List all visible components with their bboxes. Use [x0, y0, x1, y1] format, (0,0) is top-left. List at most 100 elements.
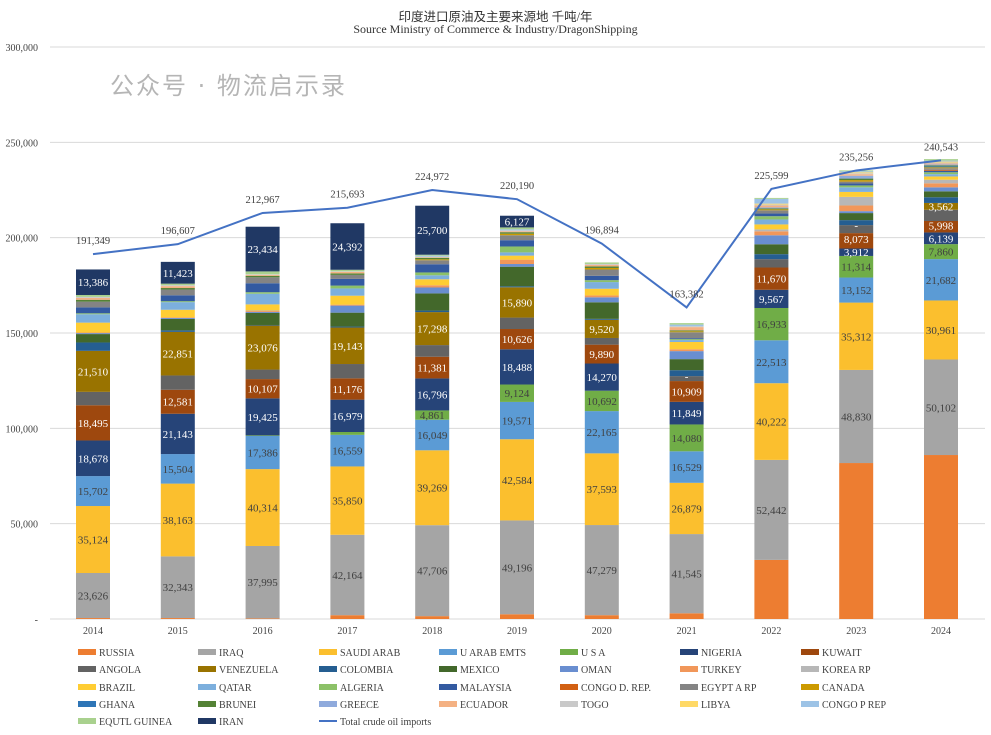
- x-tick-label: 2017: [337, 626, 357, 637]
- y-tick-label: 100,000: [6, 424, 39, 435]
- legend-swatch: [560, 701, 578, 707]
- bar-segment-ecuador: [754, 205, 789, 208]
- data-label: 25,700: [417, 225, 448, 237]
- bar-segment-nigeria: [415, 378, 450, 411]
- legend-label: IRAN: [219, 717, 243, 728]
- watermark: 公众号 · 物流启示录: [110, 72, 347, 100]
- bar-segment-u-arab-emts: [330, 434, 365, 467]
- data-label: 17,386: [247, 448, 278, 460]
- bar-segment-brunei: [76, 299, 110, 302]
- bar-segment-oman: [245, 312, 280, 313]
- bar-segment-colombia: [669, 370, 704, 377]
- data-label: 9,890: [589, 349, 614, 361]
- data-label: 13,152: [841, 285, 871, 297]
- bar-segment-u-arab-emts: [839, 277, 874, 303]
- line-data-label: 191,349: [76, 236, 110, 247]
- data-label: 23,076: [247, 343, 278, 355]
- bar-segment-oman: [160, 317, 195, 319]
- legend-swatch: [78, 649, 96, 655]
- data-label: 12,581: [163, 397, 193, 409]
- bar-segment-u-s-a: [754, 308, 789, 341]
- bar-segment-oman: [584, 297, 619, 303]
- bar-segment-turkey: [330, 304, 365, 306]
- bar-segment-u-arab-emts: [754, 340, 789, 384]
- bar-segment-brunei: [584, 266, 619, 268]
- line-data-label: 225,599: [754, 171, 788, 182]
- bar-segment-turkey: [245, 311, 280, 313]
- line-data-label: 196,607: [161, 226, 195, 237]
- bar-segment-oman: [500, 264, 534, 267]
- bar-segment-saudi-arab: [924, 300, 958, 360]
- bar-segment-u-arab-emts: [584, 411, 619, 454]
- legend-swatch: [680, 649, 698, 655]
- bar-segment-congo-p-rep: [500, 229, 534, 231]
- bar-segment-angola: [754, 259, 789, 268]
- data-label: 40,314: [247, 503, 278, 515]
- data-label: 22,513: [756, 357, 787, 369]
- legend-label: EGYPT A RP: [701, 683, 757, 694]
- data-label: 9,567: [759, 294, 784, 306]
- bar-segment-nigeria: [500, 349, 534, 385]
- bar-segment-qatar: [160, 302, 195, 310]
- bar-segment-malaysia: [330, 278, 365, 286]
- data-label: 35,124: [78, 535, 109, 547]
- bar-segment-equtl-guinea: [584, 262, 619, 264]
- data-label: 18,488: [502, 362, 533, 374]
- legend-label: BRUNEI: [219, 700, 256, 711]
- bar-segment-colombia: [500, 286, 534, 288]
- bar-segment-iraq: [754, 459, 789, 560]
- bar-segment-ecuador: [330, 271, 365, 274]
- bar-segment-oman: [330, 305, 365, 313]
- bar-segment-u-s-a: [330, 432, 365, 435]
- bar-segment-iraq: [584, 525, 619, 616]
- bar-segment-brunei: [669, 330, 704, 332]
- bar-segment-turkey: [839, 205, 874, 212]
- legend-swatch: [560, 684, 578, 690]
- bar-segment-oman: [76, 333, 110, 335]
- x-tick-label: 2018: [422, 626, 442, 637]
- data-label: 22,851: [163, 349, 193, 361]
- bar-segment-egypt-a-rp: [245, 277, 280, 284]
- bar-segment-saudi-arab: [160, 483, 195, 557]
- bar-segment-mexico: [76, 334, 110, 343]
- bar-segment-angola: [669, 376, 704, 382]
- legend-swatch: [198, 718, 216, 724]
- bar-segment-iraq: [669, 534, 704, 614]
- bar-segment-iraq: [839, 369, 874, 464]
- bar-segment-algeria: [669, 339, 704, 341]
- bar-segment-iraq: [160, 556, 195, 619]
- bar-segment-ecuador: [669, 327, 704, 331]
- bar-segment-venezuela: [245, 325, 280, 370]
- bar-segment-russia: [669, 613, 704, 619]
- legend-label: KUWAIT: [822, 648, 861, 659]
- bar-segment-mexico: [330, 312, 365, 327]
- bar-segment-iran: [415, 205, 450, 255]
- bar-segment-saudi-arab: [330, 466, 365, 535]
- legend-swatch: [198, 649, 216, 655]
- bar-segment-malaysia: [415, 264, 450, 273]
- x-tick-label: 2014: [83, 626, 103, 637]
- bar-segment-russia: [924, 455, 958, 619]
- bar-segment-oman: [669, 351, 704, 360]
- bar-segment-brunei: [924, 165, 958, 167]
- bar-segment-malaysia: [76, 307, 110, 314]
- bar-segment-kuwait: [584, 344, 619, 364]
- bar-segment-mexico: [839, 213, 874, 221]
- legend-label: CONGO D. REP.: [581, 683, 651, 694]
- bar-segment-brunei: [245, 275, 280, 278]
- bar-segment-qatar: [76, 314, 110, 323]
- data-label: 11,670: [756, 274, 786, 286]
- bar-segment-brunei: [839, 178, 874, 181]
- legend-label: MALAYSIA: [460, 683, 513, 694]
- legend-label: NIGERIA: [701, 648, 743, 659]
- bar-segment-libya: [754, 203, 789, 205]
- data-label: 35,850: [332, 496, 363, 508]
- legend-swatch: [560, 649, 578, 655]
- legend-label: QATAR: [219, 683, 252, 694]
- chart-subtitle: Source Ministry of Commerce & Industry/D…: [353, 22, 638, 36]
- legend-label: TURKEY: [701, 665, 742, 676]
- bar-segment-algeria: [754, 216, 789, 220]
- bar-segment-togo: [330, 271, 365, 272]
- bar-segment-russia: [839, 463, 874, 619]
- legend-label: ALGERIA: [340, 683, 385, 694]
